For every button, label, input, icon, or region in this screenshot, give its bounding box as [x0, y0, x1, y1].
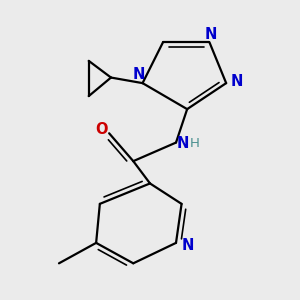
- Text: N: N: [182, 238, 194, 253]
- Text: N: N: [231, 74, 244, 89]
- Text: O: O: [95, 122, 108, 137]
- Text: N: N: [205, 27, 218, 42]
- Text: H: H: [190, 137, 200, 150]
- Text: N: N: [133, 68, 145, 82]
- Text: N: N: [176, 136, 189, 151]
